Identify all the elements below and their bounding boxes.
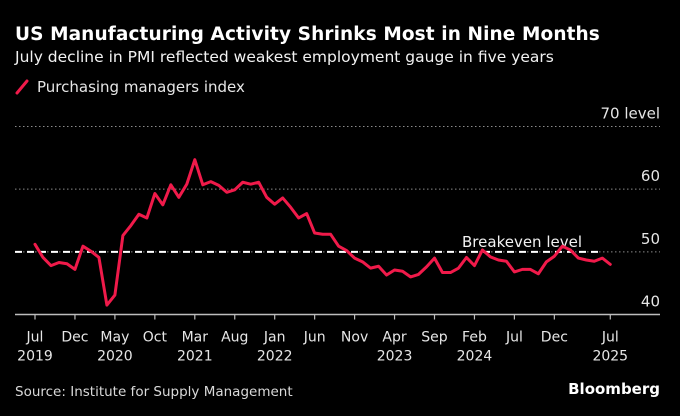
series bbox=[33, 158, 612, 307]
y-tick-label: 60 bbox=[641, 167, 660, 185]
x-tick-year-label: 2025 bbox=[592, 349, 628, 365]
slash-line-icon bbox=[15, 79, 29, 95]
y-axis-labels: 70 level 60 50 40 bbox=[600, 105, 660, 311]
x-tick-label: Sep bbox=[421, 330, 448, 346]
x-tick-label: Jul bbox=[601, 330, 619, 346]
legend-label: Purchasing managers index bbox=[37, 78, 245, 96]
x-tick-label: Mar bbox=[182, 330, 209, 346]
bloomberg-logo: Bloomberg bbox=[568, 380, 660, 398]
x-tick-year-label: 2024 bbox=[457, 349, 493, 365]
x-tick-label: Apr bbox=[382, 330, 406, 346]
x-axis: Jul 2019 Dec May 2020 Oct Mar 2021 Aug Jan 2022 Jun… bbox=[15, 313, 660, 365]
x-tick-year-label: 2022 bbox=[257, 349, 293, 365]
legend: Purchasing managers index bbox=[15, 78, 245, 96]
x-tick-label: Oct bbox=[143, 330, 168, 346]
x-tick-label: Feb bbox=[462, 330, 487, 346]
gridlines bbox=[15, 126, 660, 253]
y-tick-label: 50 bbox=[641, 230, 660, 248]
chart-title: US Manufacturing Activity Shrinks Most i… bbox=[15, 24, 600, 45]
x-tick-label: Jul bbox=[26, 330, 44, 346]
y-tick-label: 40 bbox=[641, 293, 660, 311]
x-tick-label: Jul bbox=[505, 330, 523, 346]
x-tick-label: Nov bbox=[341, 330, 368, 346]
x-tick-year-label: 2023 bbox=[377, 349, 413, 365]
x-tick-label: Dec bbox=[61, 330, 88, 346]
chart-subtitle: July decline in PMI reflected weakest em… bbox=[15, 48, 554, 66]
x-tick-label: Aug bbox=[221, 330, 248, 346]
y-tick-label: 70 level bbox=[600, 105, 660, 123]
reference-lines: Breakeven level bbox=[15, 233, 600, 253]
x-tick-year-label: 2019 bbox=[17, 349, 53, 365]
x-tick-label: Dec bbox=[541, 330, 568, 346]
x-tick-label: Jun bbox=[303, 330, 326, 346]
x-tick-year-label: 2020 bbox=[97, 349, 133, 365]
x-tick-label: Jan bbox=[263, 330, 286, 346]
x-tick-label: May bbox=[100, 330, 129, 346]
x-tick-year-label: 2021 bbox=[177, 349, 213, 365]
breakeven-label: Breakeven level bbox=[462, 233, 582, 251]
source-note: Source: Institute for Supply Management bbox=[15, 384, 293, 400]
